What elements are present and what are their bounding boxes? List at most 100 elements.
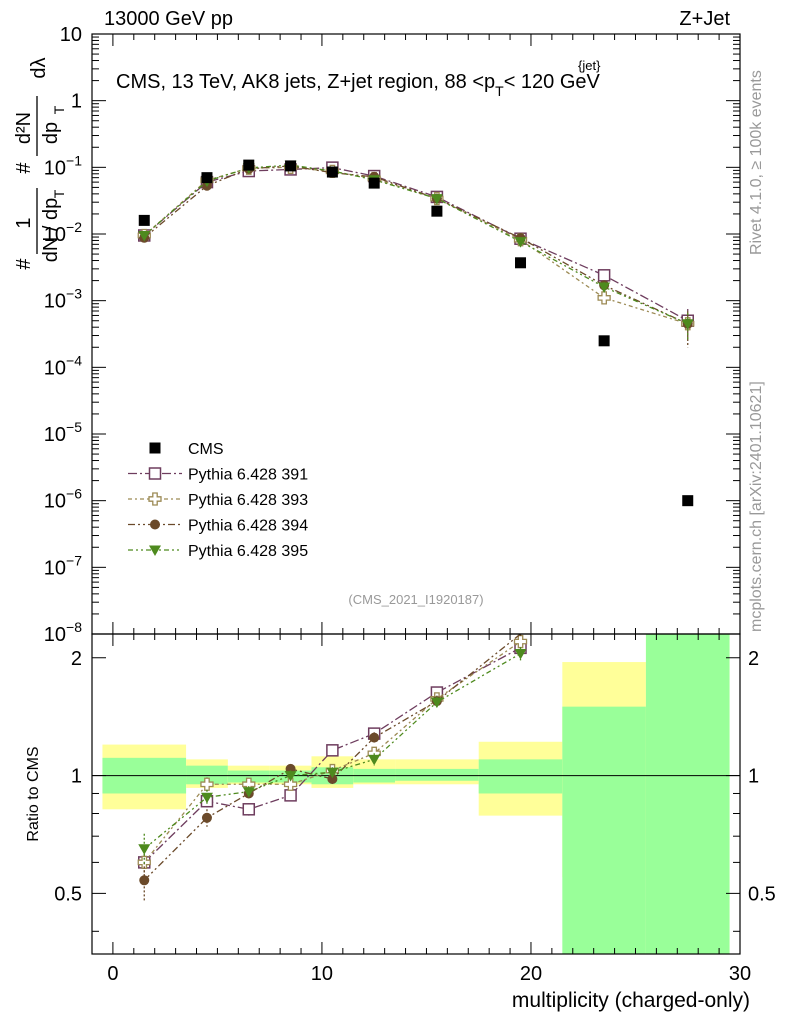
legend-marker [148,467,162,480]
cms-data-point [138,214,150,226]
cms-data-point [431,205,443,217]
data-point [681,319,694,330]
ratio-series-4 [138,647,527,866]
text-layer: 0 10 20 3010−810−710−610−510−410−310−210−11… [13,24,776,1012]
data-point [430,194,443,205]
x-axis-label: multiplicity (charged-only) [512,989,750,1012]
legend: CMS Pythia 6.428 391 Pythia 6.428 393 Pythi… [128,441,308,560]
y-tick-exponent: −1 [66,152,82,168]
ratio-point [139,875,150,886]
ratio-point [242,803,256,816]
series-4 [138,160,694,341]
ratio-tick-label-right: 0.5 [748,883,776,905]
mcplots-label: mcplots.cern.ch [arXiv:2401.10621] [748,381,765,632]
ratio-point [242,787,255,798]
x-tick-label: 10 [311,963,333,985]
ratio-tick-label-left: 2 [71,648,82,670]
legend-label: Pythia 6.428 391 [188,467,308,484]
y-label-frac2-num: d²N [13,112,35,144]
process-label: Z+Jet [679,8,730,30]
legend-marker [149,545,161,556]
ratio-panel-frame [91,633,741,955]
inner-band-bin [478,759,563,794]
x-tick-label: 0 [107,963,118,985]
y-tick-base: 10 [44,424,66,446]
y-label-hash-2: # [13,162,35,174]
data-point [138,230,151,242]
data-point [514,237,527,248]
data-point [597,291,611,305]
legend-label: CMS [188,441,224,458]
legend-label: Pythia 6.428 394 [188,518,308,535]
ratio-point [201,812,212,823]
legend-marker [150,519,160,530]
series-layer [137,160,695,901]
ratio-point [430,697,443,709]
ratio-point [369,732,380,743]
series-3 [139,160,693,348]
cms-data-layer [138,159,694,507]
x-tick-label: 20 [520,963,542,985]
energy-label: 13000 GeV pp [104,8,233,30]
cms-data-point [682,495,694,507]
title-superscript: {jet} [578,58,601,73]
ratio-line [143,641,521,863]
ratio-line [143,647,521,863]
y-tick-label: 10−2 [44,219,82,246]
series-1 [138,161,694,341]
y-tick-label: 10−5 [44,419,82,446]
y-label-frac2-den: dp [40,122,62,144]
y-tick-exponent: −6 [66,486,82,502]
ratio-point [326,767,339,779]
inner-band-bin [645,634,730,954]
ratio-point [513,634,528,649]
y-tick-exponent: −5 [66,419,82,435]
inner-band-bin [186,765,228,785]
y-tick-exponent: −8 [66,619,82,635]
y-label-frac2-tail: dλ [28,57,50,78]
analysis-id: (CMS_2021_I1920187) [348,592,483,607]
ratio-point [327,773,338,784]
chart-title: CMS, 13 TeV, AK8 jets, Z+jet region, 88 … [116,71,601,99]
legend-marker [149,442,161,454]
ratio-point [284,771,297,782]
ratio-point [284,789,297,802]
y-tick-base: 10 [44,624,66,646]
y-tick-base: 10 [44,291,66,313]
legend-label: Pythia 6.428 395 [188,543,308,560]
y-tick-exponent: −3 [66,286,82,302]
y-label-hash: # [13,258,35,270]
ratio-point [368,754,381,766]
y-tick-label: 10−4 [44,352,82,379]
title-tail: < 120 GeV [504,71,601,93]
ratio-line [143,652,521,850]
cms-data-point [243,159,255,171]
y-tick-label: 10 [60,24,82,46]
y-label-frac2-sub: T [51,105,67,114]
x-tick-label: 30 [729,963,751,985]
ratio-uncertainty-bands [92,634,740,954]
ratio-point [326,744,339,757]
ratio-point [200,777,214,791]
title-subscript: T [495,83,504,99]
y-tick-label: 1 [71,91,82,113]
cms-data-point [326,166,338,178]
series-line [143,165,689,325]
ratio-point [514,649,527,660]
y-tick-label: 10−3 [44,286,82,313]
cms-data-point [368,177,380,189]
cms-data-point [598,335,610,347]
ratio-point [200,792,213,804]
y-tick-exponent: −2 [66,219,82,235]
cms-data-point [515,257,527,269]
y-label-frac1-den: dN / dp [40,198,62,262]
y-tick-base: 10 [44,224,66,246]
y-label-frac1-sub: T [51,189,67,198]
title-main: CMS, 13 TeV, AK8 jets, Z+jet region, 88 … [116,71,495,93]
ratio-tick-label-left: 0.5 [54,883,82,905]
y-tick-base: 10 [44,491,66,513]
ratio-point [283,777,298,791]
ratio-tick-label-left: 1 [71,766,82,788]
y-tick-base: 1 [71,91,82,113]
